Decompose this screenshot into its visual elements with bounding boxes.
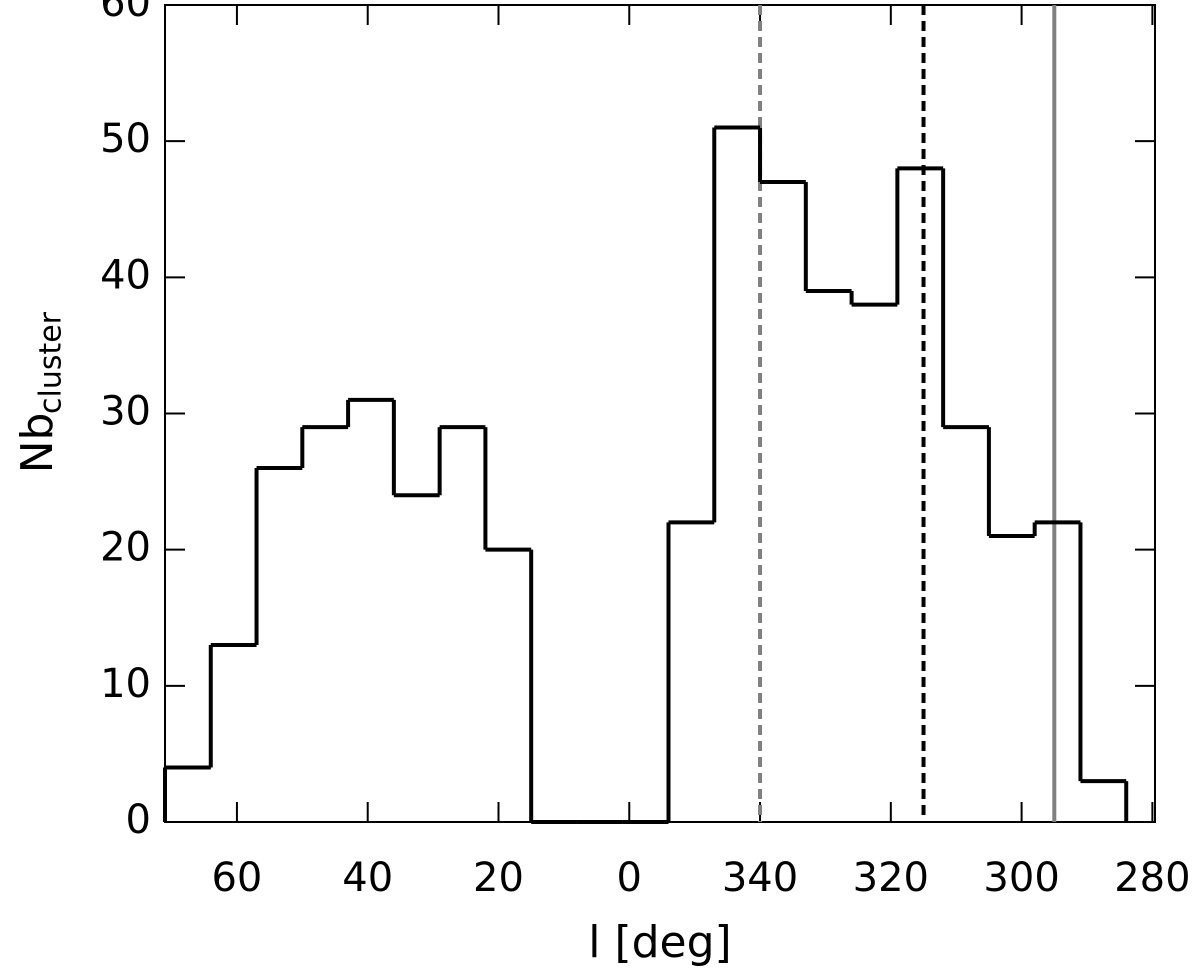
x-tick-label: 60 — [211, 855, 262, 901]
y-axis-label: Nb — [12, 413, 63, 474]
x-tick-label: 40 — [342, 855, 393, 901]
y-tick-label: 30 — [100, 389, 151, 435]
y-tick-label: 50 — [100, 116, 151, 162]
y-tick-label: 40 — [100, 252, 151, 298]
y-tick-label: 10 — [100, 661, 151, 707]
y-axis-label-sub: cluster — [34, 311, 69, 414]
y-tick-label: 20 — [100, 525, 151, 571]
x-tick-label: 300 — [983, 855, 1059, 901]
x-tick-label: 320 — [853, 855, 929, 901]
x-tick-label: 340 — [722, 855, 798, 901]
y-axis-label-group: Nb cluster — [12, 311, 69, 473]
x-tick-label: 0 — [617, 855, 642, 901]
plot-frame — [164, 4, 1156, 823]
y-tick-label: 60 — [100, 0, 151, 26]
x-axis-label: l [deg] — [588, 917, 731, 968]
y-tick-label: 0 — [126, 797, 151, 843]
x-tick-label: 20 — [473, 855, 524, 901]
x-tick-label: 280 — [1114, 855, 1190, 901]
